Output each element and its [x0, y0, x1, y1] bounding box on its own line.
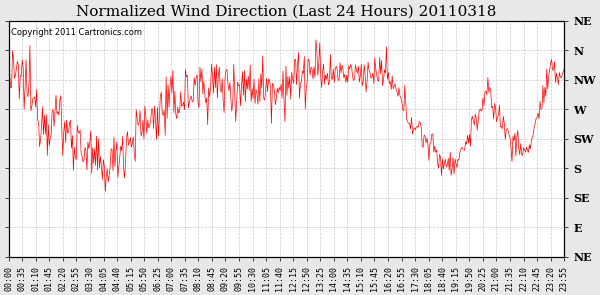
Title: Normalized Wind Direction (Last 24 Hours) 20110318: Normalized Wind Direction (Last 24 Hours…: [76, 4, 497, 18]
Text: Copyright 2011 Cartronics.com: Copyright 2011 Cartronics.com: [11, 28, 142, 37]
